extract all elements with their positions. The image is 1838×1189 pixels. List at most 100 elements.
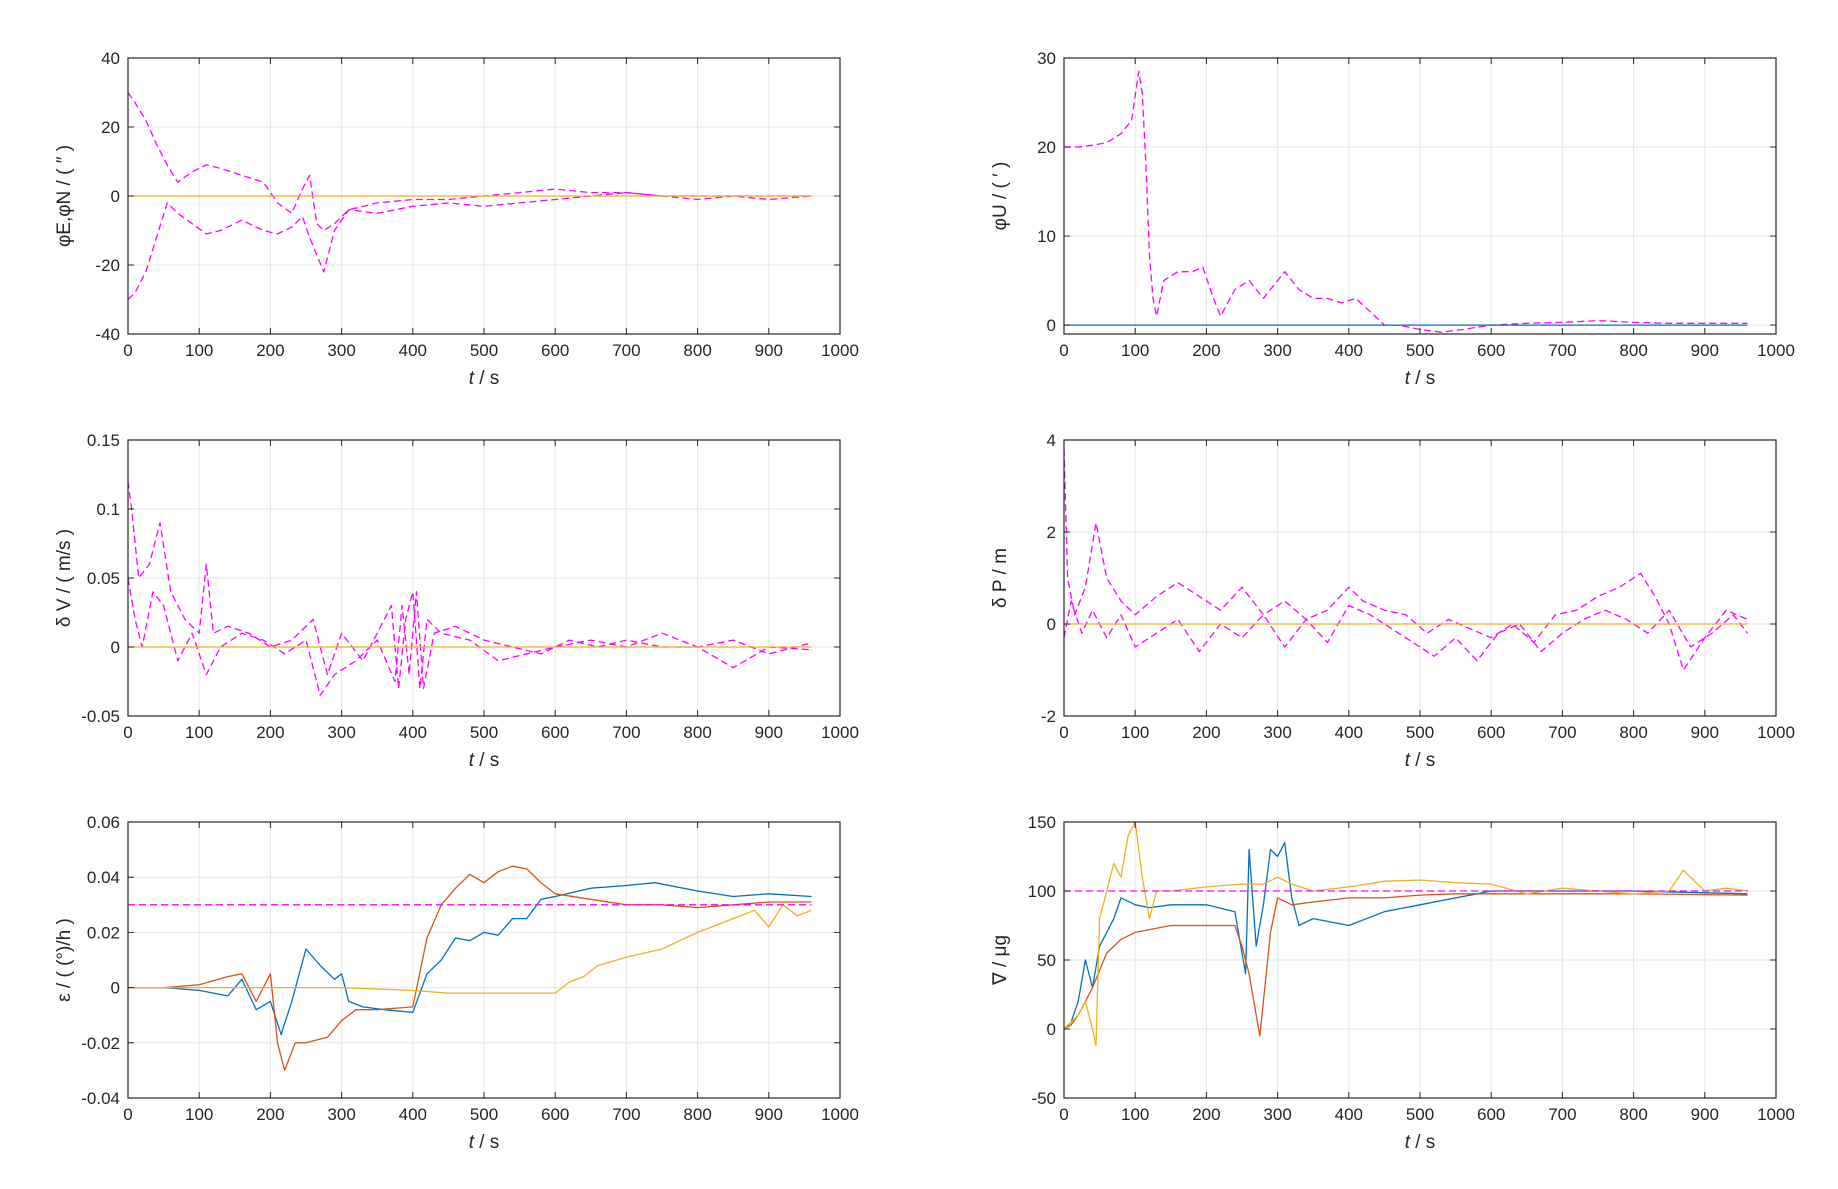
x-tick-label: 900 — [1691, 1105, 1719, 1124]
y-axis-label: δ V / ( m/s ) — [54, 529, 75, 627]
series-line-1 — [128, 577, 812, 696]
x-tick-label: 200 — [256, 1105, 284, 1124]
x-tick-label: 200 — [1192, 341, 1220, 360]
x-axis-variable: t — [1405, 750, 1411, 771]
x-tick-label: 700 — [612, 723, 640, 742]
panel-phi-en: 0 100 200 300 400 500 600 700 800 900 1000 -40 -20 0 2… — [54, 49, 859, 389]
panel-nabla: 0 100 200 300 400 500 600 700 800 900 1000-5005010… — [990, 813, 1795, 1153]
x-axis-label: t / s — [469, 750, 500, 771]
x-tick-label: 1000 — [821, 1105, 859, 1124]
x-tick-label: 200 — [1192, 1105, 1220, 1124]
x-tick-label: 700 — [612, 1105, 640, 1124]
x-tick-label: 300 — [1263, 1105, 1291, 1124]
series-line-1 — [1064, 600, 1749, 662]
x-axis-unit: / s — [474, 1132, 499, 1153]
x-axis-label: t / s — [1405, 750, 1436, 771]
x-tick-label: 500 — [470, 723, 498, 742]
y-tick-label: 150 — [1028, 813, 1056, 832]
series-line-1 — [128, 865, 812, 1072]
y-axis-label: ∇ / μg — [990, 935, 1011, 986]
series-line-2 — [128, 904, 812, 994]
x-tick-label: 100 — [185, 341, 213, 360]
series-line-0 — [1064, 70, 1748, 333]
x-tick-label: 100 — [1121, 723, 1149, 742]
x-tick-label: 800 — [683, 1105, 711, 1124]
x-axis-unit: / s — [474, 750, 499, 771]
y-axis-label: φU / ( ′ ) — [990, 162, 1011, 231]
series-line-1 — [1064, 893, 1748, 1037]
series-group — [1064, 70, 1748, 333]
series-group — [128, 481, 812, 696]
x-axis-label: t / s — [469, 1132, 500, 1153]
x-tick-label: 500 — [1406, 723, 1434, 742]
y-tick-label: 0 — [1047, 615, 1056, 634]
x-tick-label: 700 — [1548, 1105, 1576, 1124]
x-tick-label: 500 — [1406, 341, 1434, 360]
series-group — [1064, 449, 1749, 671]
x-tick-label: 200 — [256, 723, 284, 742]
x-axis-variable: t — [1405, 1132, 1411, 1153]
x-tick-label: 0 — [123, 723, 132, 742]
y-tick-label: -2 — [1041, 707, 1056, 726]
y-tick-label: 0.05 — [87, 569, 120, 588]
panel-phi-u: 0 100 200 300 400 500 600 700 800 900 1000 0 10 20 30 t… — [990, 49, 1795, 389]
x-tick-label: 800 — [683, 723, 711, 742]
y-tick-label: 10 — [1037, 227, 1056, 246]
series-line-0 — [128, 92, 812, 232]
x-tick-label: 0 — [123, 1105, 132, 1124]
x-tick-label: 0 — [1059, 723, 1068, 742]
x-axis-variable: t — [469, 368, 475, 389]
x-axis-unit: / s — [1410, 368, 1435, 389]
y-tick-label: 0 — [1047, 1020, 1056, 1039]
y-tick-label: 0 — [111, 187, 120, 206]
y-tick-label: 50 — [1037, 951, 1056, 970]
x-tick-label: 400 — [399, 341, 427, 360]
x-tick-label: 300 — [327, 1105, 355, 1124]
y-tick-label: 100 — [1028, 882, 1056, 901]
x-tick-label: 300 — [327, 723, 355, 742]
y-tick-label: 20 — [1037, 138, 1056, 157]
x-axis-label: t / s — [469, 368, 500, 389]
panel-delta-v: 0 100 200 300 400 500 600 700 800 900 1000-0.0500.… — [54, 431, 859, 771]
x-axis-variable: t — [1405, 368, 1411, 389]
y-tick-label: -50 — [1031, 1089, 1056, 1108]
y-tick-label: -0.02 — [81, 1034, 120, 1053]
y-tick-label: -40 — [95, 325, 120, 344]
series-line-0 — [128, 882, 812, 1036]
x-tick-label: 900 — [755, 723, 783, 742]
y-axis-label: ε / ( (°)/h ) — [54, 918, 75, 1002]
y-tick-label: -0.05 — [81, 707, 120, 726]
x-tick-label: 600 — [1477, 341, 1505, 360]
x-tick-label: 800 — [1619, 723, 1647, 742]
x-tick-label: 600 — [541, 723, 569, 742]
x-tick-label: 200 — [256, 341, 284, 360]
y-tick-label: 2 — [1047, 523, 1056, 542]
x-tick-label: 800 — [1619, 1105, 1647, 1124]
x-tick-label: 500 — [470, 1105, 498, 1124]
x-tick-label: 300 — [1263, 341, 1291, 360]
x-tick-label: 300 — [1263, 723, 1291, 742]
x-axis-variable: t — [469, 750, 475, 771]
y-tick-label: 0.04 — [87, 868, 120, 887]
y-tick-label: 30 — [1037, 49, 1056, 68]
y-tick-label: 40 — [101, 49, 120, 68]
series-line-0 — [128, 481, 812, 690]
x-tick-label: 300 — [327, 341, 355, 360]
x-tick-label: 800 — [1619, 341, 1647, 360]
x-tick-label: 0 — [1059, 341, 1068, 360]
y-tick-label: 0.02 — [87, 923, 120, 942]
panel-epsilon: 0 100 200 300 400 500 600 700 800 900 1000 -0.04 -0.… — [54, 813, 859, 1153]
x-tick-label: 900 — [755, 341, 783, 360]
x-tick-label: 400 — [1335, 1105, 1363, 1124]
x-tick-label: 800 — [683, 341, 711, 360]
x-tick-label: 600 — [541, 341, 569, 360]
x-tick-label: 100 — [185, 1105, 213, 1124]
x-tick-label: 500 — [470, 341, 498, 360]
series-group — [128, 92, 812, 300]
x-tick-label: 600 — [1477, 723, 1505, 742]
y-tick-label: 4 — [1047, 431, 1056, 450]
x-tick-label: 700 — [612, 341, 640, 360]
x-axis-variable: t — [469, 1132, 475, 1153]
x-axis-label: t / s — [1405, 368, 1436, 389]
